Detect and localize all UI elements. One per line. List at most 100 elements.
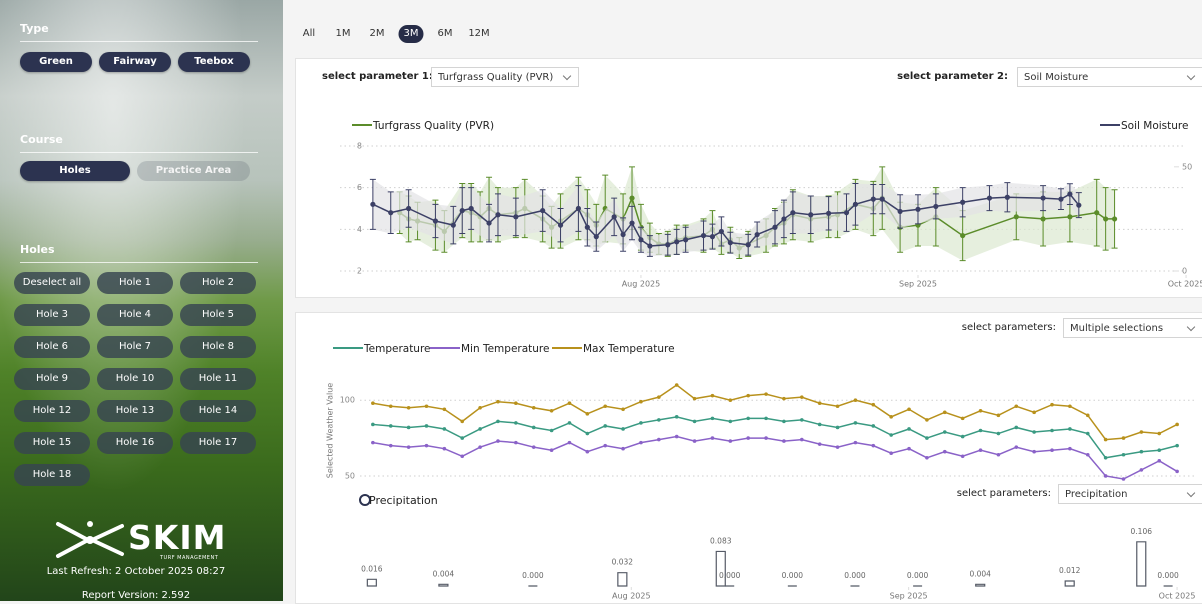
data-point (729, 439, 733, 443)
data-point (961, 454, 965, 458)
data-point (620, 232, 625, 237)
y-tick-label: 100 (340, 396, 355, 405)
data-point (1157, 459, 1161, 463)
data-point (657, 395, 661, 399)
data-point (711, 417, 715, 421)
data-point (469, 206, 474, 211)
data-point (808, 212, 813, 217)
y-tick-label: 50 (345, 471, 355, 480)
data-point (853, 202, 858, 207)
value-label: 0.000 (907, 571, 929, 580)
data-point (639, 421, 643, 425)
data-point (854, 398, 858, 402)
data-point (683, 237, 688, 242)
value-label: 0.004 (969, 569, 991, 578)
data-point (612, 214, 617, 219)
legend-label: Soil Moisture (1121, 120, 1188, 132)
data-point (764, 436, 768, 440)
data-point (586, 450, 590, 454)
value-label: 0.032 (612, 558, 634, 567)
bar (367, 579, 376, 586)
data-point (836, 426, 840, 430)
data-point (1104, 456, 1108, 460)
data-point (629, 195, 634, 200)
data-point (1050, 403, 1054, 407)
data-point (1140, 430, 1144, 434)
data-point (943, 450, 947, 454)
data-point (1040, 195, 1045, 200)
data-point (540, 208, 545, 213)
data-point (1068, 427, 1072, 431)
data-point (496, 400, 500, 404)
data-point (425, 424, 429, 428)
series-line (373, 437, 1177, 479)
data-point (657, 438, 661, 442)
data-point (1050, 448, 1054, 452)
data-point (550, 429, 554, 433)
data-point (854, 441, 858, 445)
data-point (880, 197, 885, 202)
data-point (979, 429, 983, 433)
legend-label: Max Temperature (583, 343, 675, 355)
data-point (1068, 447, 1072, 451)
data-point (1050, 429, 1054, 433)
data-point (755, 232, 760, 237)
data-point (764, 417, 768, 421)
x-tick-label: Sep 2025 (890, 592, 928, 601)
x-tick-label: Oct 2025 (1159, 592, 1196, 601)
range-button[interactable]: 3M (399, 25, 424, 43)
data-point (586, 432, 590, 436)
data-point (389, 404, 393, 408)
data-point (826, 211, 831, 216)
data-point (460, 454, 464, 458)
data-point (407, 406, 411, 410)
data-point (558, 223, 563, 228)
data-point (1005, 195, 1010, 200)
data-point (960, 233, 965, 238)
data-point (674, 239, 679, 244)
data-point (782, 397, 786, 401)
data-point (443, 447, 447, 451)
data-point (550, 448, 554, 452)
range-button[interactable]: 6M (433, 25, 458, 43)
data-point (568, 421, 572, 425)
data-point (496, 439, 500, 443)
range-button[interactable]: All (298, 25, 320, 43)
data-point (1122, 436, 1126, 440)
data-point (486, 220, 491, 225)
data-point (764, 392, 768, 396)
range-button[interactable]: 1M (331, 25, 356, 43)
data-point (898, 209, 903, 214)
data-point (603, 444, 607, 448)
y2-tick-label: 0 (1182, 267, 1187, 276)
range-button[interactable]: 12M (463, 25, 494, 43)
data-point (647, 243, 652, 248)
data-point (433, 218, 438, 223)
data-point (460, 208, 465, 213)
data-point (389, 444, 393, 448)
data-point (943, 430, 947, 434)
legend-label: Turfgrass Quality (PVR) (372, 120, 494, 132)
charts: 2468050Aug 2025Sep 2025Oct 2025Turfgrass… (0, 0, 1202, 601)
y-tick-label: 2 (357, 267, 362, 276)
value-label: 0.083 (710, 536, 732, 545)
data-point (836, 445, 840, 449)
data-point (675, 415, 679, 419)
data-point (1014, 426, 1018, 430)
data-point (621, 407, 625, 411)
data-point (550, 409, 554, 413)
data-point (907, 447, 911, 451)
range-button[interactable]: 2M (365, 25, 390, 43)
data-point (371, 441, 375, 445)
data-point (1014, 404, 1018, 408)
data-point (782, 420, 786, 424)
data-point (639, 400, 643, 404)
data-point (710, 234, 715, 239)
x-tick-label: Sep 2025 (899, 280, 937, 289)
data-point (961, 435, 965, 439)
data-point (1122, 453, 1126, 457)
data-point (513, 214, 518, 219)
data-point (1104, 438, 1108, 442)
y-axis-label: Selected Weather Value (326, 383, 335, 478)
data-point (871, 197, 876, 202)
